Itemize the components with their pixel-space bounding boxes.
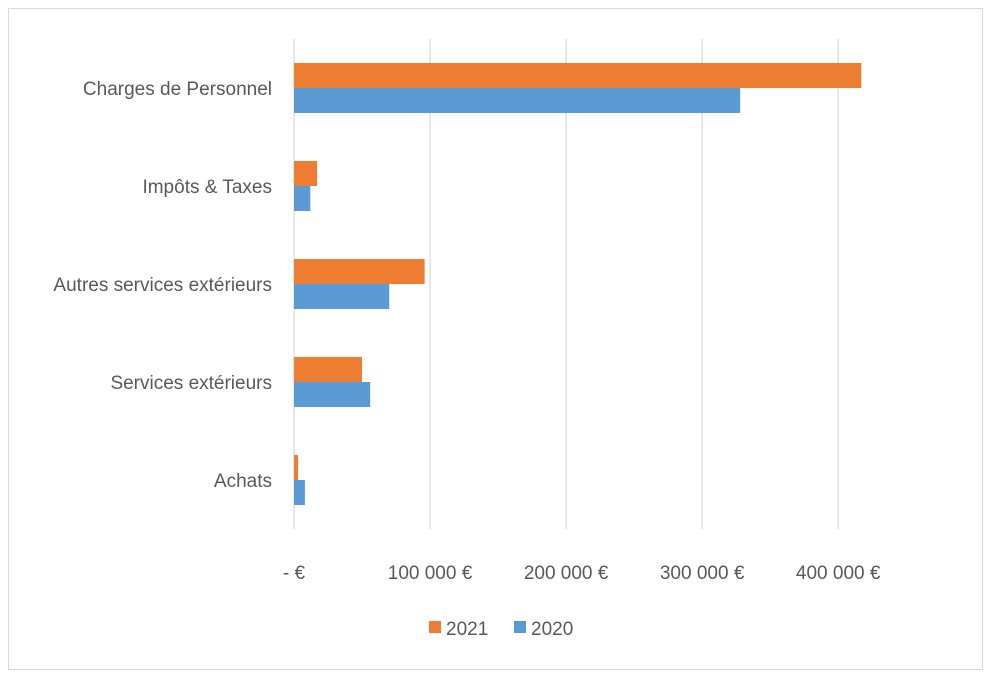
legend-swatch-2020 <box>514 621 526 633</box>
x-tick-label: 200 000 € <box>524 563 609 584</box>
x-tick-label: 100 000 € <box>388 563 473 584</box>
legend-label-2020: 2020 <box>531 619 573 640</box>
legend-swatch-2021 <box>429 621 441 633</box>
category-label: Autres services extérieurs <box>53 275 272 296</box>
x-tick-label: 300 000 € <box>660 563 745 584</box>
bar-2020-4 <box>294 88 741 113</box>
bar-2020-3 <box>294 186 311 211</box>
bar-2021-2 <box>294 259 425 284</box>
x-tick-label: 400 000 € <box>796 563 881 584</box>
bar-chart: Achats Services extérieurs Autres services… <box>53 39 881 640</box>
bar-2020-0 <box>294 480 305 505</box>
legend-label-2021: 2021 <box>446 619 488 640</box>
bar-2021-4 <box>294 63 862 88</box>
bar-2020-2 <box>294 284 390 309</box>
category-label: Impôts & Taxes <box>142 177 272 198</box>
category-label: Services extérieurs <box>110 373 272 394</box>
x-tick-label: - € <box>283 563 306 584</box>
category-label: Achats <box>214 471 272 492</box>
bar-2021-3 <box>294 161 318 186</box>
chart-frame: Achats Services extérieurs Autres services… <box>8 8 983 670</box>
bar-2021-1 <box>294 357 363 382</box>
category-label: Charges de Personnel <box>83 79 272 100</box>
bar-2021-0 <box>294 455 299 480</box>
bar-2020-1 <box>294 382 371 407</box>
